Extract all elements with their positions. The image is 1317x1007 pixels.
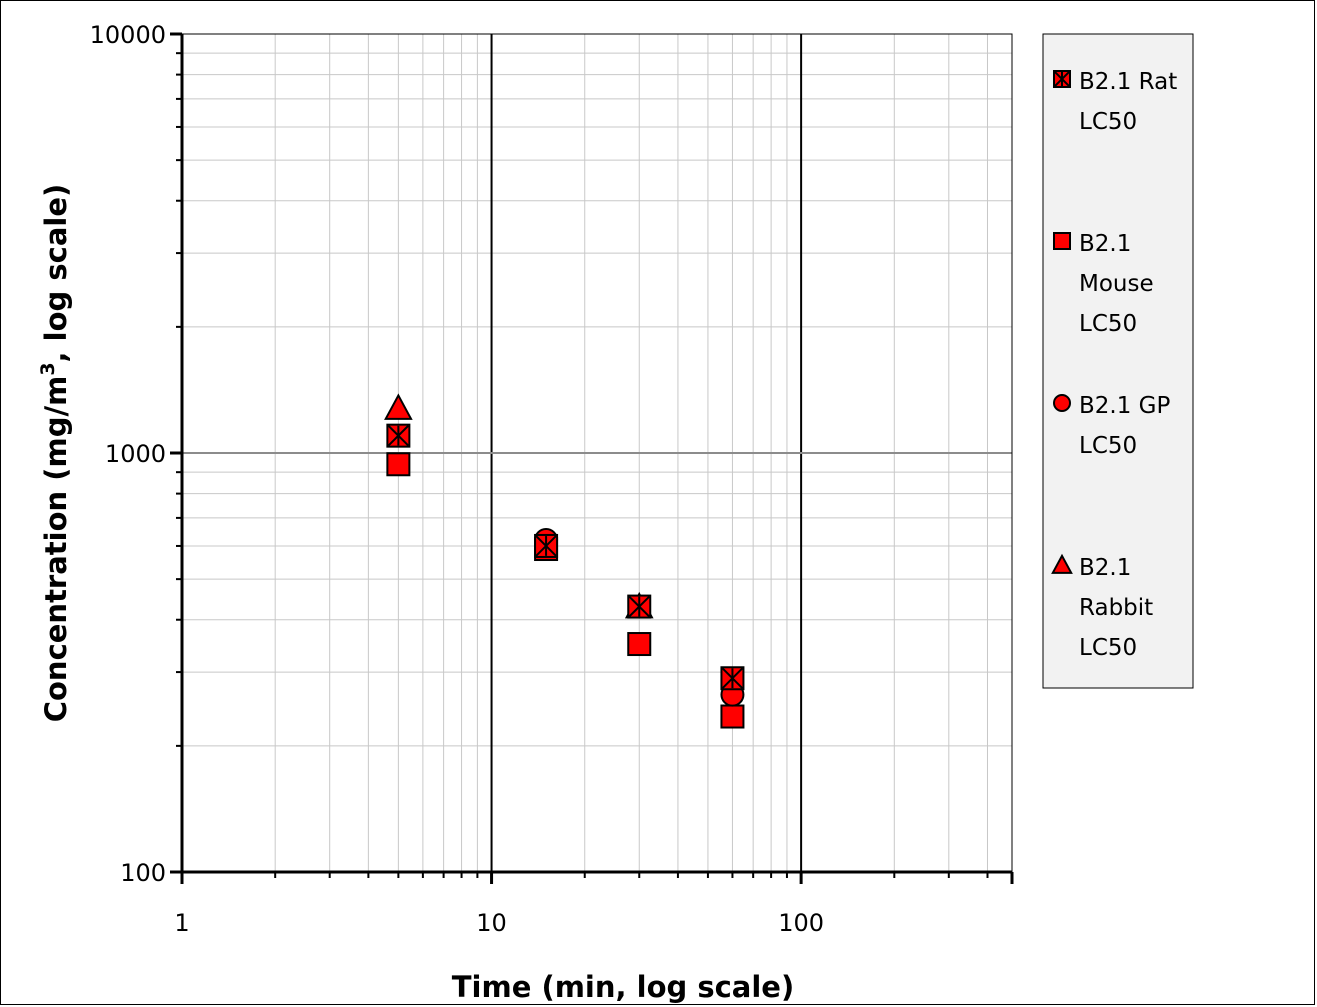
legend-box [1042, 33, 1194, 689]
legend-label: LC50 [1079, 635, 1137, 661]
legend-marker-triangle [1051, 553, 1073, 574]
data-point-square [720, 704, 745, 729]
tick-labels: 100 1000 10000 1 10 100 [90, 21, 824, 937]
axes [170, 32, 1014, 884]
y-axis-title-superscript: 3 [37, 362, 59, 375]
legend-label: Mouse [1079, 271, 1154, 297]
legend-items: B2.1 Rat LC50 B2.1 Mouse LC50 B2.1 GP LC50 B2.1… [1051, 69, 1177, 661]
data-point-square [627, 632, 652, 657]
legend-label: LC50 [1079, 311, 1137, 337]
legend-marker-square [1053, 232, 1071, 250]
legend-label: LC50 [1079, 109, 1137, 135]
legend: B2.1 Rat LC50 B2.1 Mouse LC50 B2.1 GP LC50 B2.1… [1042, 33, 1194, 689]
x-tick-label: 10 [476, 909, 507, 937]
y-tick-label: 10000 [90, 21, 166, 49]
legend-marker-circle [1053, 394, 1071, 412]
legend-label: B2.1 Rat [1079, 69, 1177, 95]
y-axis-title-main: Concentration (mg/m [39, 376, 73, 723]
x-tick-label: 100 [778, 909, 824, 937]
data-point-square [386, 452, 411, 477]
x-axis-title: Time (min, log scale) [452, 970, 794, 1004]
y-axis-title: Concentration (mg/m3, log scale) [37, 184, 73, 723]
legend-label: B2.1 [1079, 231, 1131, 257]
x-tick-label: 1 [174, 909, 189, 937]
data-point-triangle [384, 393, 413, 420]
legend-label: LC50 [1079, 433, 1137, 459]
grid [182, 34, 1012, 872]
y-tick-label: 100 [120, 859, 166, 887]
legend-label: Rabbit [1079, 595, 1153, 621]
legend-label: B2.1 GP [1079, 393, 1170, 419]
legend-label: B2.1 [1079, 555, 1131, 581]
y-axis-title-rest: , log scale) [39, 184, 73, 363]
y-tick-label: 1000 [105, 440, 166, 468]
data-markers [384, 393, 745, 729]
